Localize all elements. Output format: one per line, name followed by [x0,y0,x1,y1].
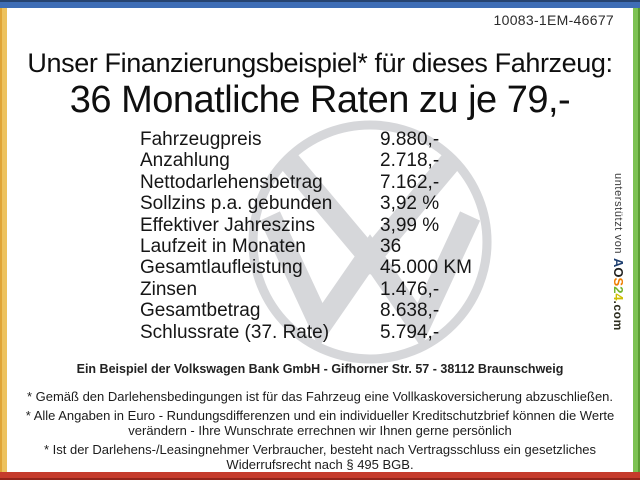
monthly-rate-headline: 36 Monatliche Raten zu je 79,- [69,79,571,121]
aos24-logo: AOS24 [611,257,626,301]
row-label: Zinsen [140,278,198,300]
row-label: Gesamtbetrag [140,300,261,322]
financing-table: Fahrzeugpreis 9.880,- Anzahlung 2.718,- Nett… [140,129,472,343]
brand-letter: O [611,267,626,278]
vw-logo-icon [248,120,492,364]
table-row: Anzahlung 2.718,- [140,150,472,171]
table-row: Sollzins p.a. gebunden 3,92 % [140,193,472,214]
legal-notes: * Gemäß den Darlehensbedingungen ist für… [10,389,630,477]
frame-bottom-bar [0,472,640,480]
row-value: 45.000 KM [380,257,472,279]
brand-letter: 2 [611,286,626,294]
row-value: 36 [380,235,402,257]
row-label: Laufzeit in Monaten [140,235,306,257]
frame-top-bar [0,0,640,8]
table-row: Zinsen 1.476,- [140,279,472,300]
row-label: Sollzins p.a. gebunden [140,193,333,215]
note-line: Widerrufsrecht nach § 495 BGB. [226,457,414,473]
brand-letter: 4 [611,293,626,301]
note-block: * Gemäß den Darlehensbedingungen ist für… [10,389,630,405]
row-label: Anzahlung [140,150,230,172]
row-value: 3,92 % [380,193,440,215]
table-row: Nettodarlehensbetrag 7.162,- [140,172,472,193]
table-row: Laufzeit in Monaten 36 [140,236,472,257]
document-id: 10083-1EM-46677 [493,12,614,28]
supported-by-credit: unterstützt von AOS24.com [611,173,626,331]
table-row: Gesamtlaufleistung 45.000 KM [140,257,472,278]
frame-right-bar [633,8,640,472]
note-line: * Ist der Darlehens-/Leasingnehmer Verbr… [43,442,597,458]
brand-letter: S [611,277,626,286]
note-block: * Alle Angaben in Euro - Rundungsdiffere… [10,408,630,439]
note-line: verändern - Ihre Wunschrate errechnen wi… [128,423,512,439]
table-row: Fahrzeugpreis 9.880,- [140,129,472,150]
row-value: 9.880,- [380,129,440,150]
note-block: * Ist der Darlehens-/Leasingnehmer Verbr… [10,443,630,473]
note-line: * Gemäß den Darlehensbedingungen ist für… [26,389,614,404]
table-row: Gesamtbetrag 8.638,- [140,300,472,321]
row-label: Fahrzeugpreis [140,129,262,150]
row-label: Effektiver Jahreszins [140,214,315,236]
row-value: 8.638,- [380,300,440,322]
aos24-domain-suffix: .com [611,300,625,331]
row-value: 5.794,- [380,321,440,343]
supported-by-label: unterstützt von [612,173,624,258]
row-label: Schlussrate (37. Rate) [140,321,330,343]
table-row: Effektiver Jahreszins 3,99 % [140,215,472,236]
brand-letter: A [611,257,626,268]
row-value: 7.162,- [380,171,440,193]
frame-left-bar [0,8,7,472]
row-label: Nettodarlehensbetrag [140,171,323,193]
row-label: Gesamtlaufleistung [140,257,303,279]
row-value: 1.476,- [380,278,440,300]
table-row: Schlussrate (37. Rate) 5.794,- [140,322,472,343]
row-value: 2.718,- [380,150,440,172]
row-value: 3,99 % [380,214,440,236]
page-title: Unser Finanzierungsbeispiel* für dieses … [27,48,613,78]
bank-address-line: Ein Beispiel der Volkswagen Bank GmbH - … [76,362,564,376]
note-line: * Alle Angaben in Euro - Rundungsdiffere… [25,408,615,424]
